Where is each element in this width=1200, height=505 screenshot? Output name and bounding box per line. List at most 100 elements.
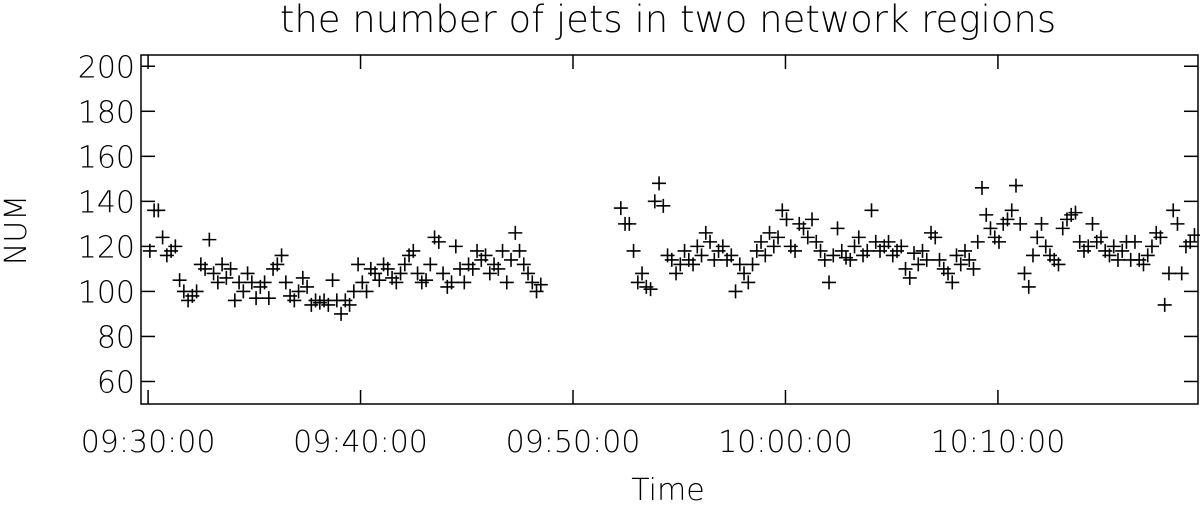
data-point bbox=[656, 198, 671, 213]
chart-title: the number of jets in two network region… bbox=[280, 0, 1056, 41]
data-point bbox=[321, 297, 336, 312]
data-point bbox=[813, 243, 828, 258]
data-point bbox=[1017, 266, 1032, 281]
data-point bbox=[860, 243, 875, 258]
data-point bbox=[1140, 248, 1155, 263]
data-point bbox=[482, 266, 497, 281]
data-point bbox=[287, 293, 302, 308]
y-tick-label: 120 bbox=[78, 230, 135, 265]
data-point bbox=[868, 234, 883, 249]
data-point bbox=[206, 266, 221, 281]
data-point bbox=[1144, 239, 1159, 254]
data-point bbox=[457, 275, 472, 290]
data-point bbox=[202, 232, 217, 247]
data-point bbox=[745, 257, 760, 272]
data-point bbox=[771, 230, 786, 245]
data-point bbox=[847, 239, 862, 254]
data-point bbox=[295, 270, 310, 285]
data-point bbox=[728, 284, 743, 299]
data-point bbox=[911, 257, 926, 272]
data-point bbox=[817, 252, 832, 267]
data-point bbox=[775, 203, 790, 218]
data-point bbox=[1068, 205, 1083, 220]
data-point bbox=[754, 234, 769, 249]
data-point bbox=[966, 261, 981, 276]
data-point bbox=[1161, 266, 1176, 281]
data-point bbox=[664, 252, 679, 267]
data-point bbox=[227, 293, 242, 308]
data-point bbox=[240, 266, 255, 281]
data-point bbox=[1170, 216, 1185, 231]
x-tick-label: 09:40:00 bbox=[293, 425, 428, 460]
data-point bbox=[278, 275, 293, 290]
data-point bbox=[300, 279, 315, 294]
data-point bbox=[715, 239, 730, 254]
data-point bbox=[465, 261, 480, 276]
x-tick-label: 09:50:00 bbox=[506, 425, 641, 460]
data-point bbox=[796, 221, 811, 236]
data-point bbox=[881, 234, 896, 249]
data-point bbox=[962, 252, 977, 267]
data-point bbox=[372, 273, 387, 288]
data-point bbox=[1000, 212, 1015, 227]
data-point bbox=[1008, 178, 1023, 193]
data-point bbox=[436, 266, 451, 281]
data-point bbox=[928, 230, 943, 245]
data-point bbox=[970, 234, 985, 249]
data-point bbox=[979, 207, 994, 222]
data-point bbox=[703, 234, 718, 249]
data-point bbox=[521, 266, 536, 281]
data-point bbox=[499, 275, 514, 290]
data-point bbox=[724, 248, 739, 263]
data-point bbox=[355, 275, 370, 290]
data-point bbox=[788, 243, 803, 258]
data-point bbox=[851, 230, 866, 245]
data-point bbox=[749, 243, 764, 258]
data-point bbox=[325, 273, 340, 288]
data-point bbox=[983, 221, 998, 236]
y-axis-label: NUM bbox=[0, 195, 34, 265]
data-point bbox=[155, 230, 170, 245]
data-point bbox=[346, 284, 361, 299]
data-point bbox=[822, 275, 837, 290]
data-point bbox=[1051, 257, 1066, 272]
data-point bbox=[898, 261, 913, 276]
data-point bbox=[945, 275, 960, 290]
data-point bbox=[953, 257, 968, 272]
data-point bbox=[630, 275, 645, 290]
data-point bbox=[1013, 216, 1028, 231]
data-point bbox=[864, 203, 879, 218]
data-point bbox=[974, 180, 989, 195]
data-point bbox=[334, 306, 349, 321]
y-tick-label: 140 bbox=[78, 185, 135, 220]
data-point bbox=[626, 243, 641, 258]
data-point bbox=[397, 257, 412, 272]
data-point bbox=[249, 291, 264, 306]
x-tick-label: 09:30:00 bbox=[81, 425, 216, 460]
x-axis-label: Time bbox=[631, 473, 704, 505]
data-point bbox=[410, 266, 425, 281]
plot-frame bbox=[140, 54, 1199, 405]
data-point bbox=[762, 225, 777, 240]
data-point bbox=[453, 261, 468, 276]
data-point bbox=[907, 246, 922, 261]
data-point bbox=[172, 273, 187, 288]
data-point bbox=[686, 257, 701, 272]
data-point bbox=[393, 266, 408, 281]
data-point bbox=[1072, 234, 1087, 249]
data-point bbox=[508, 225, 523, 240]
data-point bbox=[495, 243, 510, 258]
data-point bbox=[342, 297, 357, 312]
data-point bbox=[512, 243, 527, 258]
data-point bbox=[232, 275, 247, 290]
data-point bbox=[274, 248, 289, 263]
data-point bbox=[1021, 279, 1036, 294]
data-point bbox=[690, 239, 705, 254]
data-point bbox=[1004, 203, 1019, 218]
data-point bbox=[351, 257, 366, 272]
data-point bbox=[1127, 234, 1142, 249]
x-tick-label: 10:00:00 bbox=[718, 425, 853, 460]
data-point bbox=[826, 248, 841, 263]
data-point bbox=[1093, 230, 1108, 245]
